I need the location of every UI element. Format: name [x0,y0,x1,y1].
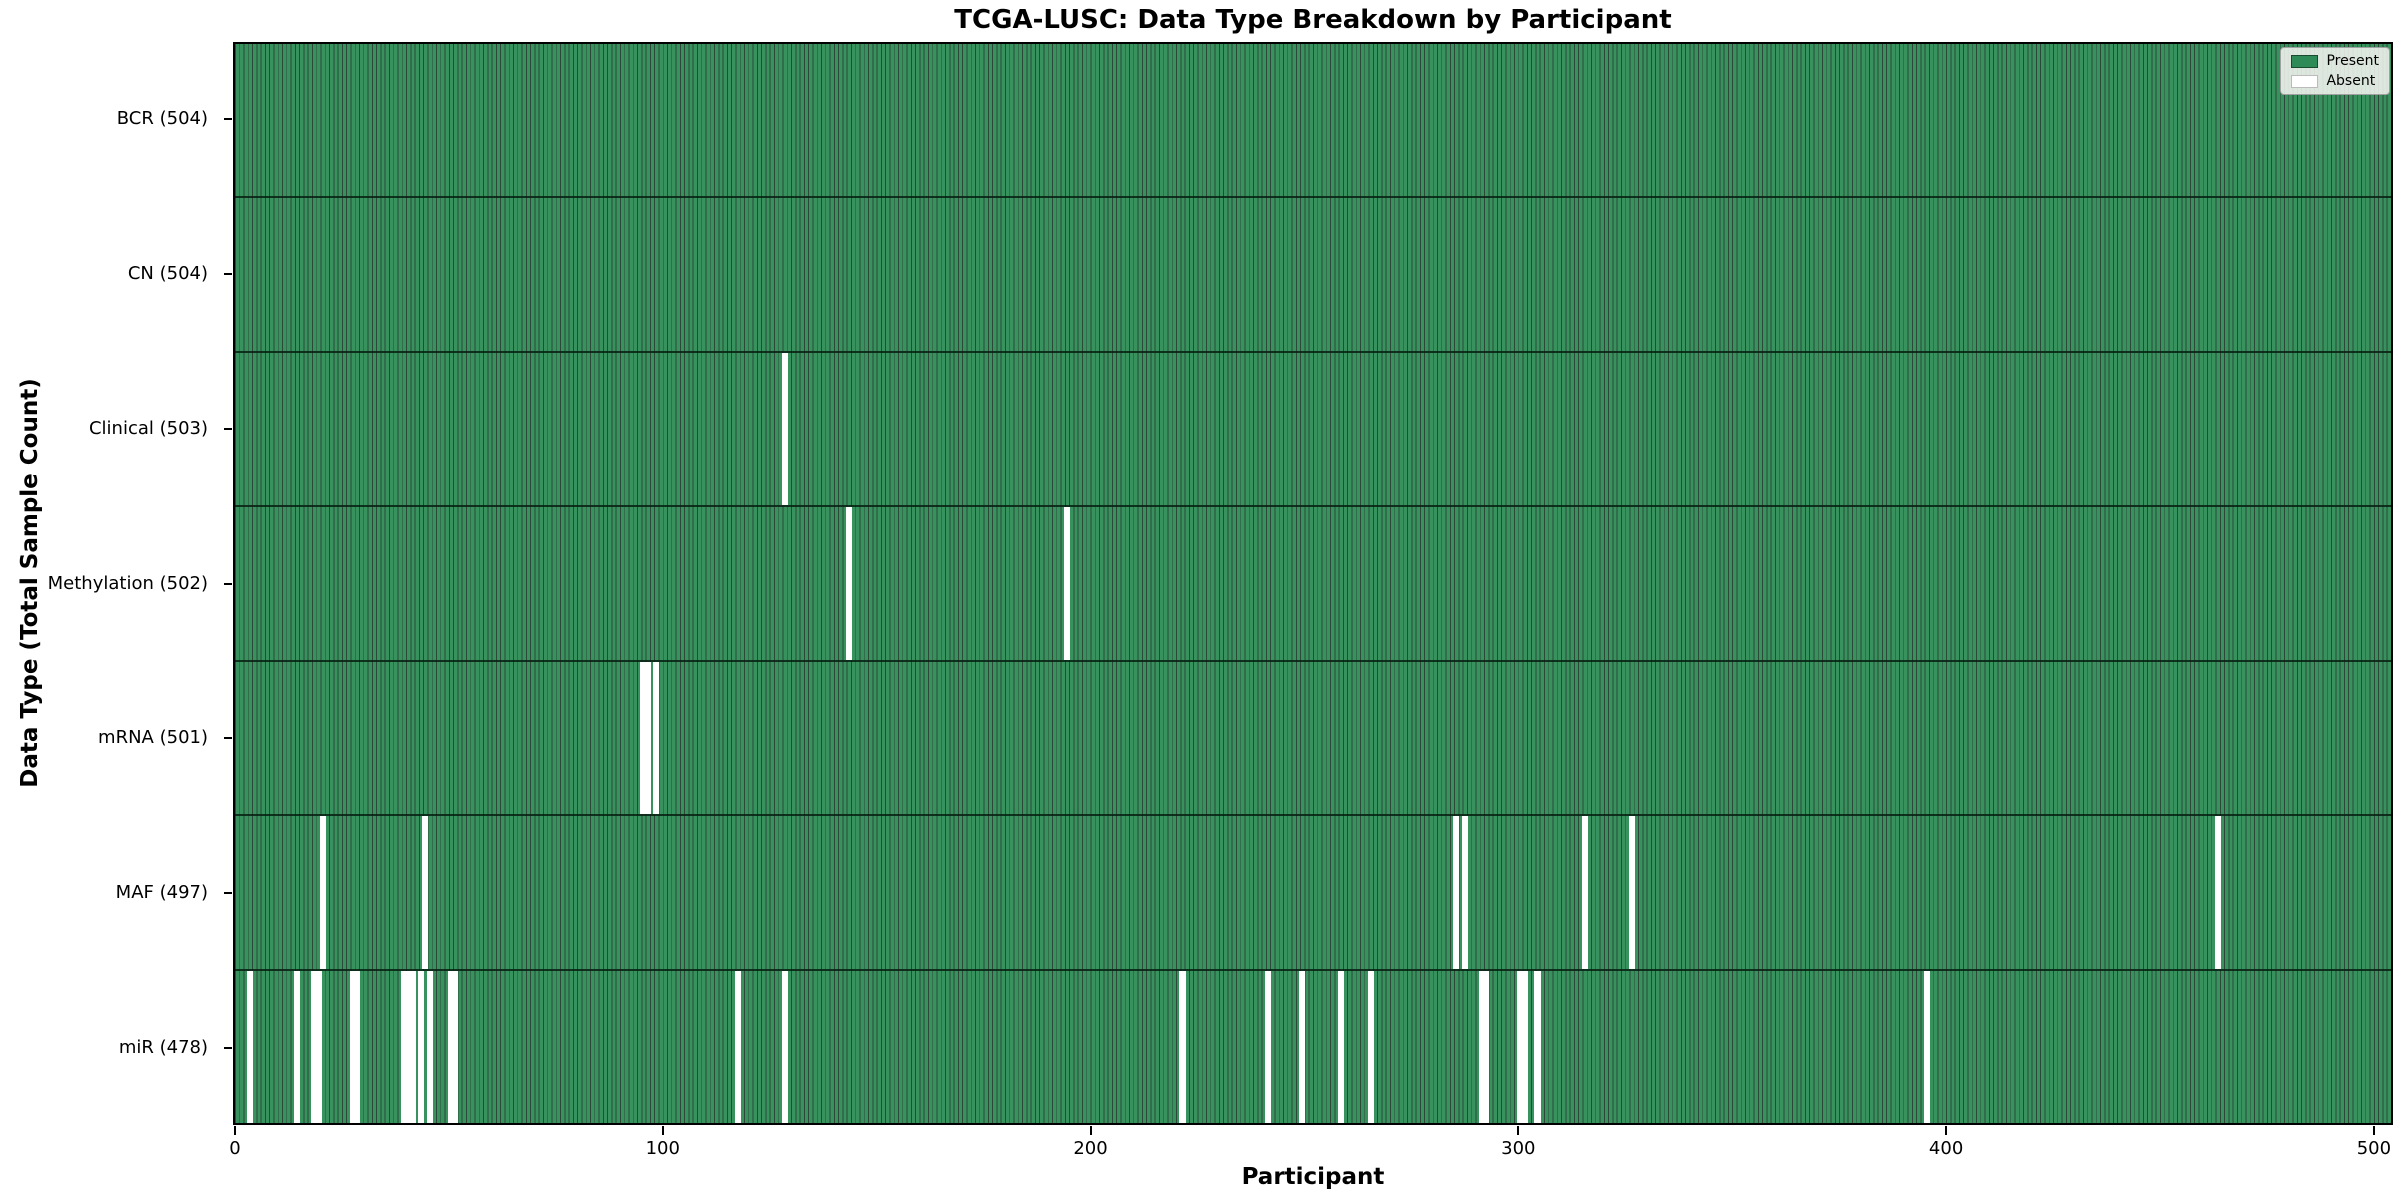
absent-mark [417,970,425,1123]
row-MAF [235,814,2391,969]
x-tick-label: 200 [1073,1138,1108,1159]
absent-mark [1923,970,1930,1123]
absent-mark [422,816,429,969]
x-axis-label: Participant [1241,1164,1385,1190]
absent-mark [353,970,361,1123]
row-Clinical [235,350,2391,506]
y-tick-label: Methylation (502) [47,572,208,594]
legend: Present Absent [2280,47,2390,95]
y-tick-mark [224,1046,232,1049]
x-tick-label: 300 [1501,1138,1536,1159]
plot-area [233,42,2393,1125]
row-Methylation [235,505,2391,660]
y-tick-mark [224,737,232,740]
legend-label-absent: Absent [2326,73,2376,89]
absent-mark [1299,970,1306,1123]
x-tick-label: 500 [2356,1138,2392,1159]
absent-mark [1483,970,1490,1123]
absent-mark [734,970,741,1123]
absent-mark [405,970,412,1123]
row-miR [235,968,2391,1123]
absent-mark [653,661,660,815]
absent-mark [319,816,326,969]
absent-mark [2214,816,2221,969]
present-swatch-icon [2291,54,2319,68]
absent-mark [1179,970,1186,1123]
y-tick-label: mRNA (501) [98,727,208,749]
x-tick-label: 100 [645,1138,680,1159]
row-BCR [235,44,2391,197]
absent-mark [1337,970,1344,1123]
absent-mark [1264,970,1272,1123]
row-mRNA [235,659,2391,815]
absent-mark [426,970,433,1123]
row-CN [235,196,2391,351]
absent-mark [644,661,651,815]
y-tick-mark [224,427,232,430]
y-tick-label: CN (504) [127,263,208,285]
x-tick-mark [2372,1126,2375,1135]
x-tick-mark [1517,1126,1520,1135]
absent-mark [1367,970,1374,1123]
absent-mark [1521,970,1528,1123]
y-tick-label: Clinical (503) [88,417,208,439]
chart-title: TCGA-LUSC: Data Type Breakdown by Partic… [954,5,1672,35]
absent-mark [845,507,852,660]
absent-mark [1478,970,1486,1123]
absent-swatch-icon [2291,74,2319,88]
absent-mark [1453,816,1460,969]
x-tick-label: 400 [1928,1138,1964,1159]
y-tick-mark [224,273,232,276]
y-tick-label: BCR (504) [116,108,208,130]
y-tick-mark [224,582,232,585]
legend-label-present: Present [2326,53,2379,69]
absent-mark [409,970,416,1123]
absent-mark [293,970,301,1123]
absent-mark [246,970,254,1123]
absent-mark [310,970,318,1123]
absent-mark [349,970,356,1123]
x-tick-mark [1945,1126,1948,1135]
y-tick-mark [224,891,232,894]
absent-mark [1534,970,1541,1123]
absent-mark [1628,816,1635,969]
absent-mark [1063,507,1071,660]
absent-mark [640,661,647,815]
absent-mark [781,352,788,506]
x-tick-mark [234,1126,236,1135]
absent-mark [447,970,455,1123]
x-tick-mark [661,1126,664,1135]
y-tick-label: MAF (497) [115,881,208,903]
absent-mark [1461,816,1468,969]
y-tick-mark [224,118,232,121]
absent-mark [1517,970,1524,1123]
y-tick-labels: BCR (504) CN (504) Clinical (503) Methylati… [0,42,222,1125]
y-tick-label: miR (478) [118,1036,208,1058]
absent-mark [781,970,788,1123]
absent-mark [315,970,322,1123]
legend-item-absent: Absent [2291,74,2379,88]
x-tick-mark [1089,1126,1092,1135]
x-tick-label: 0 [229,1138,241,1159]
absent-mark [452,970,459,1123]
legend-item-present: Present [2291,54,2379,68]
absent-mark [400,970,408,1123]
absent-mark [1581,816,1588,969]
